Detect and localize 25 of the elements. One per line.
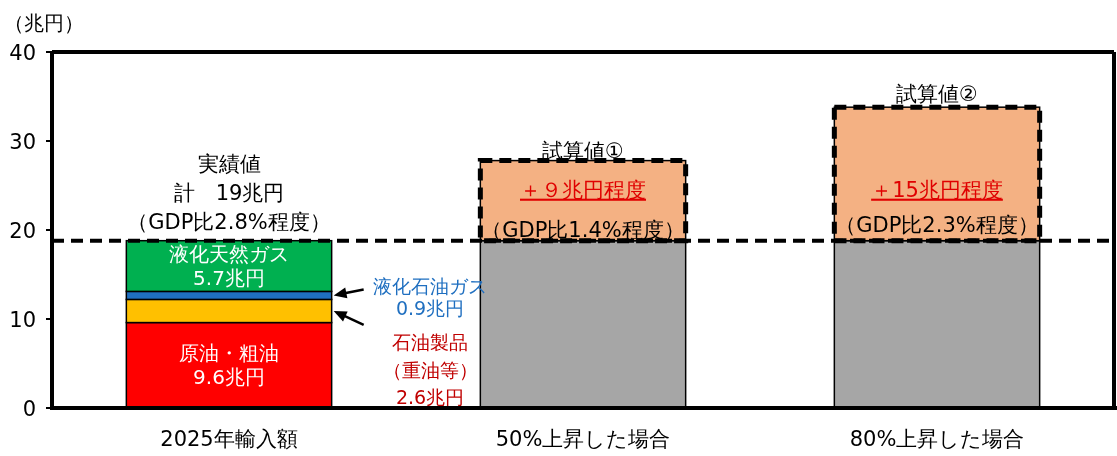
y-tick-label: 0	[22, 397, 36, 421]
annotation: 試算値②	[896, 82, 978, 106]
annotation: （GDP比2.8%程度）	[127, 210, 331, 234]
y-tick-label: 40	[9, 41, 36, 65]
annotation: 石油製品	[392, 331, 468, 353]
x-tick-label: 50%上昇した場合	[495, 427, 671, 451]
data-label: ＋15兆円程度	[871, 177, 1003, 202]
annotation: 計 19兆円	[173, 181, 285, 205]
y-tick-label: 20	[9, 219, 36, 243]
annotation: （重油等）	[382, 359, 478, 381]
y-tick-label: 30	[9, 130, 36, 154]
annotation: 0.9兆円	[395, 297, 465, 319]
annotation: （GDP比1.4%程度）	[481, 218, 685, 242]
data-label: ＋９兆円程度	[520, 177, 646, 202]
data-label: 9.6兆円	[193, 365, 265, 390]
annotation: 実績値	[197, 152, 261, 176]
x-tick-label: 80%上昇した場合	[849, 427, 1025, 451]
y-tick-label: 10	[9, 308, 36, 332]
series-label: 原油・粗油	[179, 341, 279, 366]
x-tick-label: 2025年輸入額	[160, 427, 298, 451]
series-label: 液化天然ガス	[169, 242, 289, 267]
annotation: 2.6兆円	[395, 386, 465, 408]
data-label: 5.7兆円	[193, 266, 265, 291]
annotation: （GDP比2.3%程度）	[835, 213, 1039, 237]
y-axis-title: （兆円）	[4, 11, 84, 35]
